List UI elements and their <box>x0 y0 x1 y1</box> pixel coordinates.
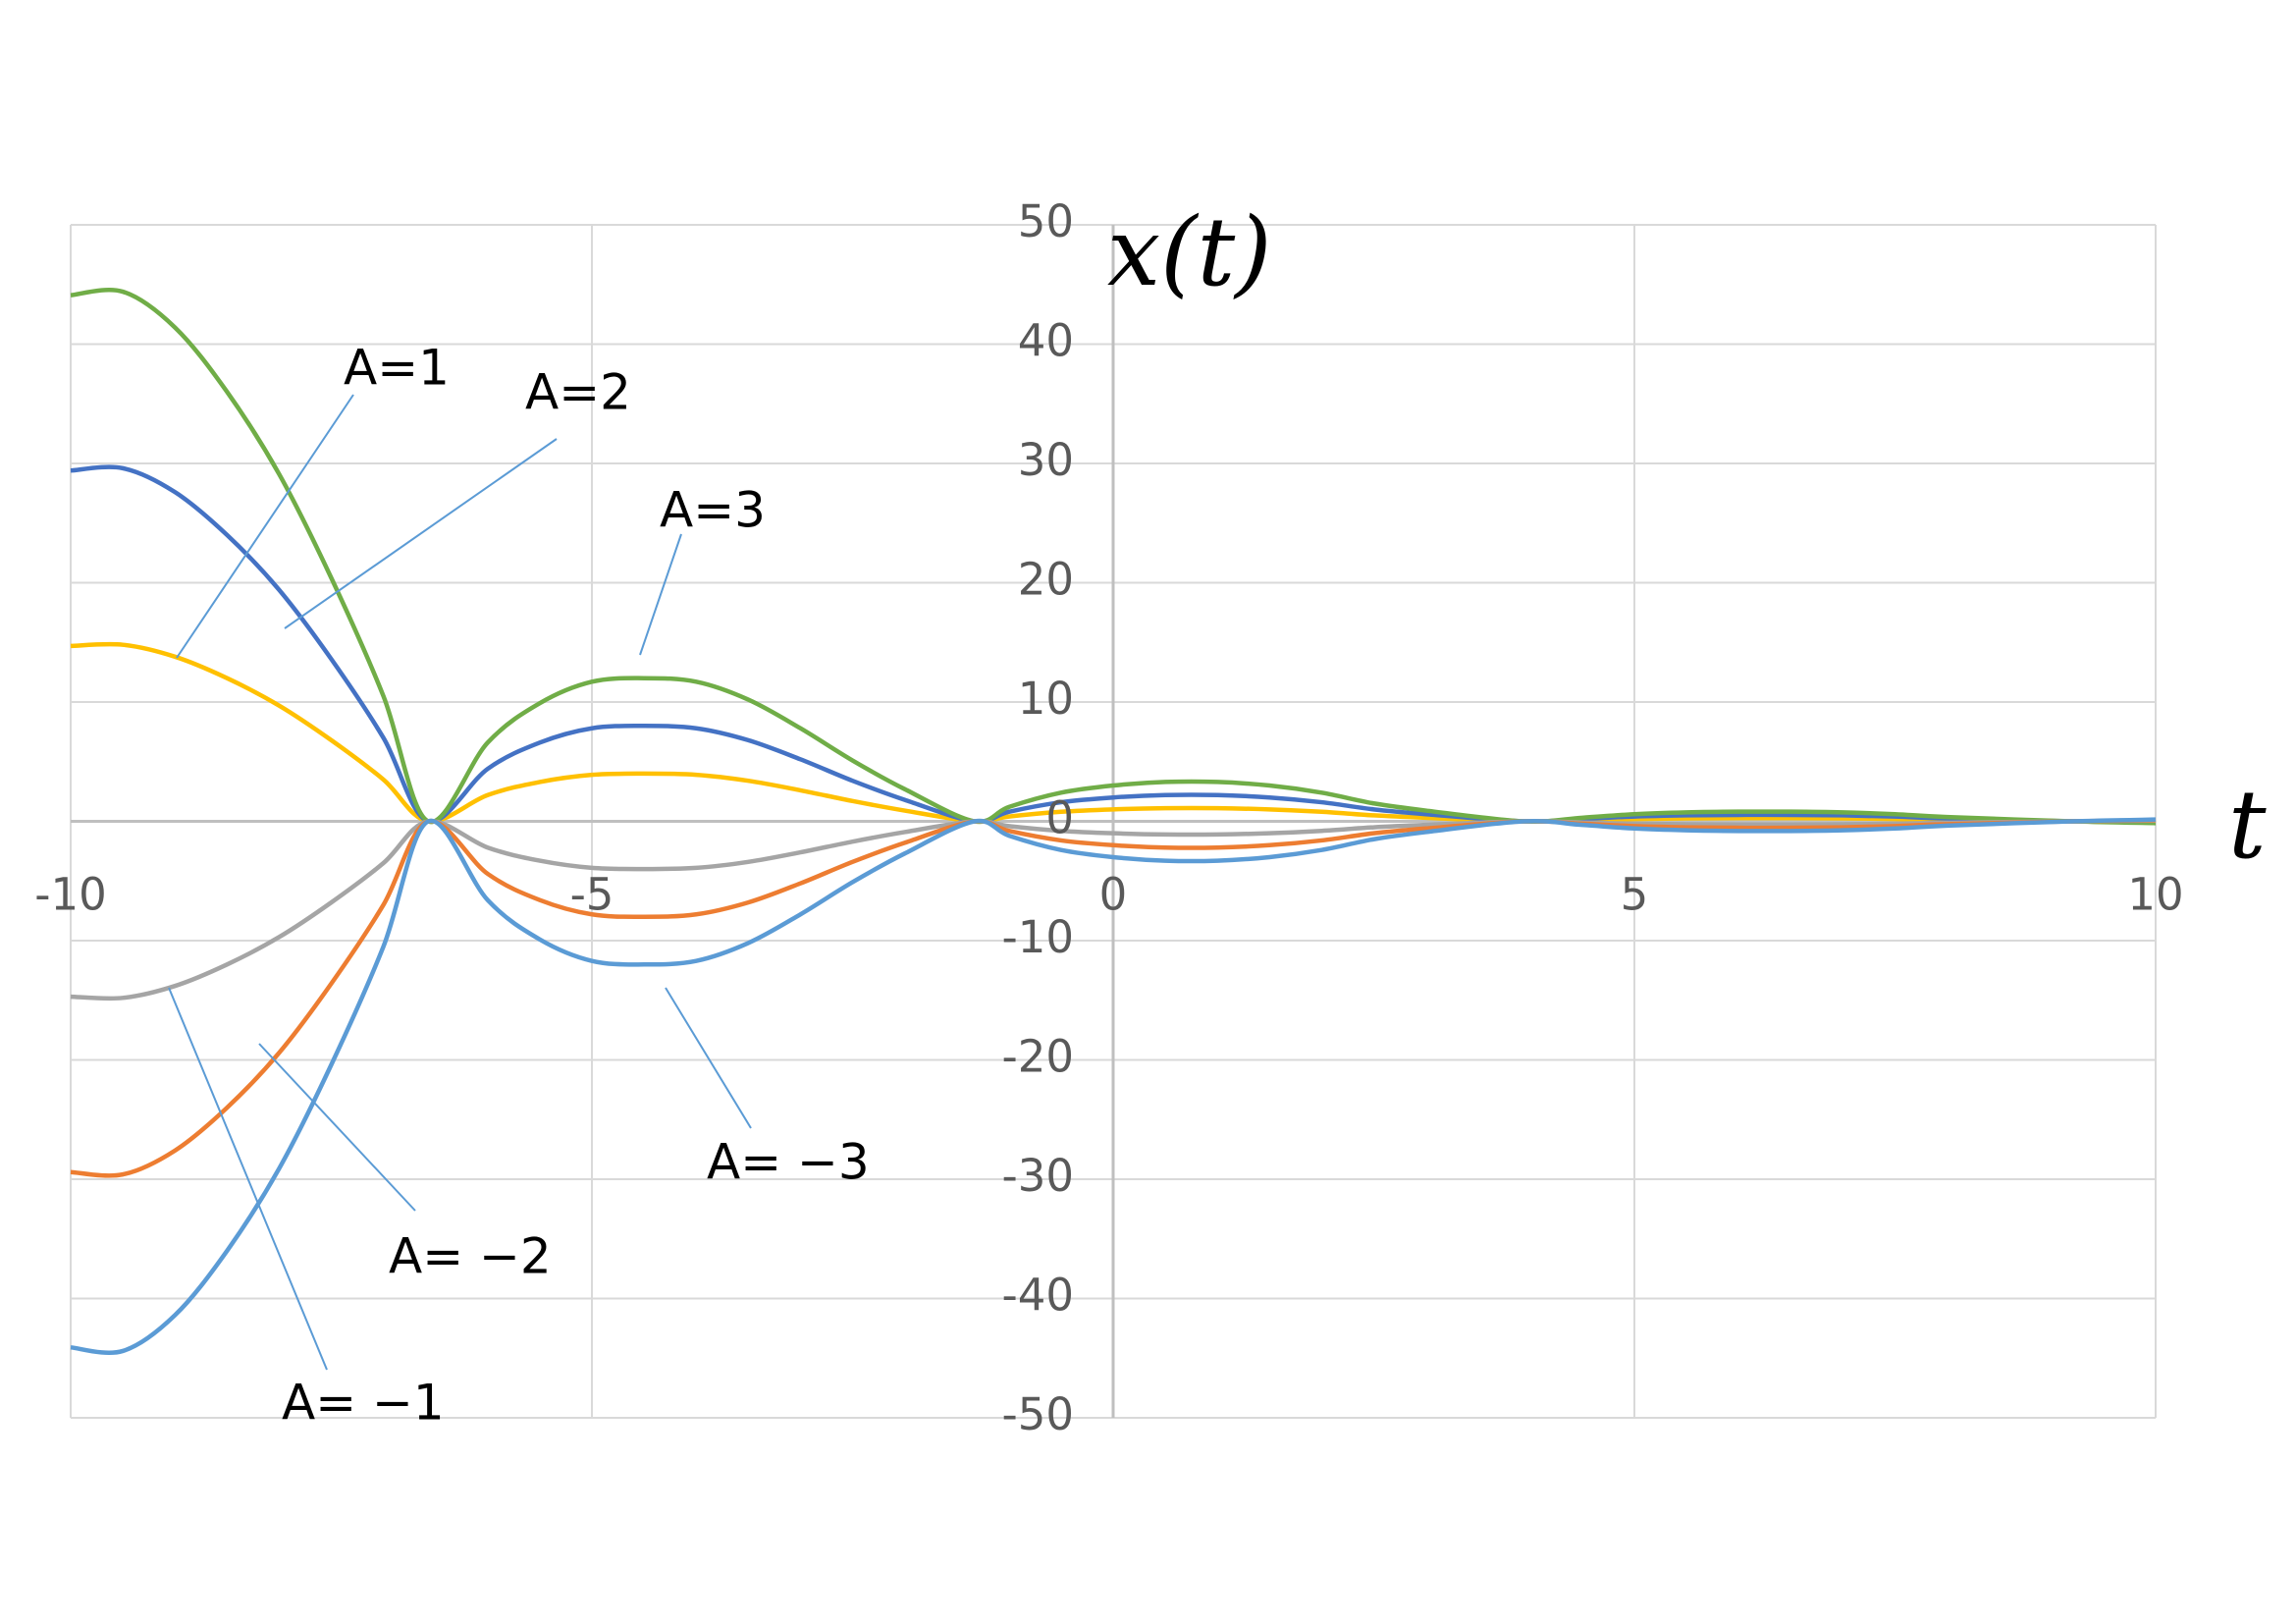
line-series <box>70 818 2157 1178</box>
annotation: A= −2 <box>389 1228 552 1285</box>
y-tick-label: 40 <box>1018 315 1074 367</box>
arrow <box>258 1043 416 1212</box>
annotation: A= −1 <box>282 1375 445 1432</box>
y-tick-label: 50 <box>1018 195 1074 247</box>
annotations: A=1 A=2 A=3 A= −1 A= −2 A= −3 <box>168 340 870 1432</box>
arrow <box>665 987 752 1129</box>
y-tick-label: -10 <box>1002 911 1075 963</box>
annotation: A=3 <box>660 482 766 539</box>
y-axis-label: x(t) <box>1107 197 1272 307</box>
line-series <box>70 464 2157 825</box>
y-tick-label: -20 <box>1002 1031 1075 1083</box>
line-series <box>70 641 2157 825</box>
annotation: A=2 <box>525 364 631 421</box>
x-tick-label: 5 <box>1621 869 1649 921</box>
y-tick-label: -30 <box>1002 1150 1075 1202</box>
arrow <box>176 394 354 659</box>
y-tick-label: 30 <box>1018 434 1074 486</box>
y-tick-label: 0 <box>1045 792 1074 844</box>
y-tick-label: 20 <box>1018 554 1074 606</box>
arrow <box>284 438 558 629</box>
x-tick-label: -5 <box>570 869 614 921</box>
annotation: A= −3 <box>707 1134 870 1191</box>
y-tick-label: -40 <box>1002 1270 1075 1322</box>
x-tick-label: 0 <box>1099 869 1128 921</box>
x-tick-label: 10 <box>2127 869 2183 921</box>
arrow <box>639 533 682 656</box>
line-series <box>70 818 2157 1001</box>
annotation: A=1 <box>344 340 450 397</box>
y-tick-label: -50 <box>1002 1388 1075 1440</box>
line-series <box>70 817 2157 1356</box>
x-axis-label: t <box>2228 770 2267 880</box>
y-tick-label: 10 <box>1018 673 1074 725</box>
arrow <box>168 987 328 1371</box>
grid <box>70 224 2157 1419</box>
line-series <box>70 287 2157 826</box>
x-tick-label: -10 <box>34 869 107 921</box>
lines <box>70 287 2157 1356</box>
